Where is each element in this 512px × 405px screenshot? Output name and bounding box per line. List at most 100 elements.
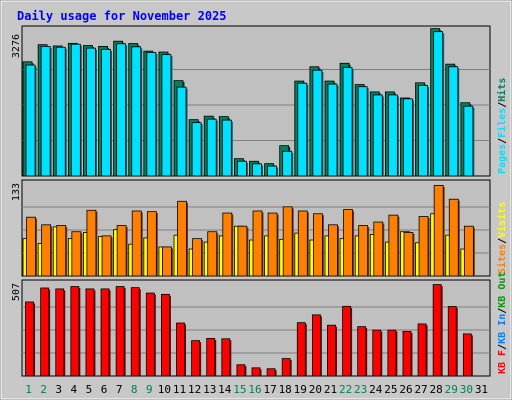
bar-files-day-21 <box>327 83 338 177</box>
bar-sites-day-26 <box>403 232 414 277</box>
x-label-day-30: 30 <box>460 383 473 396</box>
x-label-day-19: 19 <box>294 383 307 396</box>
bar-kb-f-day-17 <box>266 368 276 377</box>
bar-sites-day-10 <box>162 246 172 277</box>
bar-files-day-29 <box>448 66 459 177</box>
bar-files-day-25 <box>387 94 398 177</box>
bar-sites-day-2 <box>41 224 52 277</box>
bar-files-day-2 <box>40 45 51 177</box>
bar-sites-day-20 <box>312 213 323 277</box>
panel-top: 3276 Pages/Files/Hits <box>11 25 508 177</box>
bar-files-day-9 <box>146 52 157 177</box>
bar-files-day-30 <box>463 105 474 177</box>
bar-kb-f-day-20 <box>311 314 321 377</box>
bar-kb-f-day-11 <box>176 322 185 377</box>
bar-sites-day-13 <box>207 231 218 277</box>
x-label-day-14: 14 <box>218 383 232 396</box>
bar-kb-f-day-19 <box>296 322 306 377</box>
bar-files-day-19 <box>297 82 308 177</box>
bar-sites-day-22 <box>343 209 353 277</box>
x-label-day-17: 17 <box>263 383 276 396</box>
x-label-day-5: 5 <box>86 383 93 396</box>
x-label-day-2: 2 <box>40 383 47 396</box>
bar-kb-f-day-10 <box>161 293 170 377</box>
bar-kb-f-day-8 <box>130 287 140 377</box>
bar-files-day-17 <box>267 165 277 177</box>
bar-files-day-10 <box>161 54 172 177</box>
bar-sites-day-3 <box>56 225 67 277</box>
panel-top-ylabel-pages: Pages <box>497 144 508 174</box>
x-label-day-25: 25 <box>384 383 397 396</box>
bar-sites-day-28 <box>433 184 444 277</box>
bar-sites-day-21 <box>328 224 338 277</box>
bar-kb-f-day-24 <box>372 329 382 377</box>
bar-kb-f-day-3 <box>55 288 65 377</box>
x-label-day-16: 16 <box>248 383 261 396</box>
svg-text:Pages/Files/Hits: Pages/Files/Hits <box>496 78 508 174</box>
bar-kb-f-day-22 <box>342 305 351 377</box>
bar-kb-f-day-16 <box>251 367 261 377</box>
x-label-day-15: 15 <box>233 383 246 396</box>
bar-files-day-1 <box>25 64 36 177</box>
bar-kb-f-day-21 <box>327 324 336 377</box>
bar-sites-day-29 <box>448 198 459 277</box>
bar-kb-f-day-1 <box>25 301 34 377</box>
x-label-day-24: 24 <box>369 383 383 396</box>
svg-text:KB F/KB In/KB Out: KB F/KB In/KB Out <box>497 272 508 374</box>
panel-middle-ylabel: Sites/Visits <box>496 202 508 274</box>
bar-sites-day-16 <box>252 210 263 277</box>
bar-files-day-22 <box>342 67 353 177</box>
bar-sites-day-15 <box>237 225 248 277</box>
bar-sites-day-25 <box>388 214 399 277</box>
bar-files-day-8 <box>131 46 142 177</box>
chart-title: Daily usage for November 2025 <box>17 9 227 23</box>
bar-kb-f-day-6 <box>100 288 110 377</box>
panel-bottom-ylabel-kbout: KB Out <box>497 272 508 308</box>
x-label-day-1: 1 <box>25 383 32 396</box>
bar-kb-f-day-14 <box>221 338 231 377</box>
bar-kb-f-day-23 <box>357 326 367 377</box>
bar-kb-f-day-15 <box>236 364 246 377</box>
panel-top-ylabel-files: Files <box>496 108 508 138</box>
x-label-day-23: 23 <box>354 383 367 396</box>
x-label-day-11: 11 <box>173 383 186 396</box>
bar-kb-f-day-26 <box>402 330 412 377</box>
panel-top-bars <box>22 28 475 177</box>
bar-kb-f-day-7 <box>115 286 125 377</box>
bar-files-day-11 <box>176 86 187 177</box>
bar-kb-f-day-18 <box>281 358 291 377</box>
bar-kb-f-day-28 <box>432 284 442 377</box>
bar-files-day-20 <box>312 69 323 177</box>
bar-sites-day-6 <box>101 235 112 277</box>
panel-bottom: 507 KB F/KB In/KB Out <box>11 272 508 377</box>
bar-sites-day-19 <box>297 210 308 277</box>
panel-bottom-ylabel-kbf: KB F <box>497 350 508 374</box>
bar-files-day-16 <box>252 163 262 177</box>
bar-sites-day-24 <box>373 221 384 277</box>
bar-files-day-24 <box>372 94 383 177</box>
panel-middle-ylabel-visits: Visits <box>496 202 508 238</box>
panel-middle-bars <box>22 184 475 277</box>
bar-sites-day-27 <box>418 216 429 277</box>
bar-files-day-27 <box>418 85 428 177</box>
x-label-day-4: 4 <box>71 383 78 396</box>
bar-sites-day-17 <box>267 212 278 277</box>
bar-kb-f-day-27 <box>417 323 427 377</box>
bar-kb-f-day-9 <box>145 292 155 377</box>
svg-text:Sites/Visits: Sites/Visits <box>496 202 508 274</box>
bar-kb-f-day-12 <box>191 340 201 377</box>
bar-sites-day-18 <box>282 206 293 277</box>
x-label-day-6: 6 <box>101 383 108 396</box>
bar-sites-day-12 <box>192 238 203 277</box>
panel-top-ymax: 3276 <box>11 34 22 58</box>
bar-sites-day-8 <box>131 210 142 277</box>
bar-files-day-6 <box>101 49 111 177</box>
panel-top-ylabel: Pages/Files/Hits <box>496 78 508 174</box>
panel-bottom-ymax: 507 <box>11 283 22 301</box>
x-label-day-9: 9 <box>146 383 153 396</box>
bar-kb-f-day-30 <box>462 333 472 377</box>
x-label-day-20: 20 <box>309 383 322 396</box>
bar-kb-f-day-25 <box>387 329 397 377</box>
